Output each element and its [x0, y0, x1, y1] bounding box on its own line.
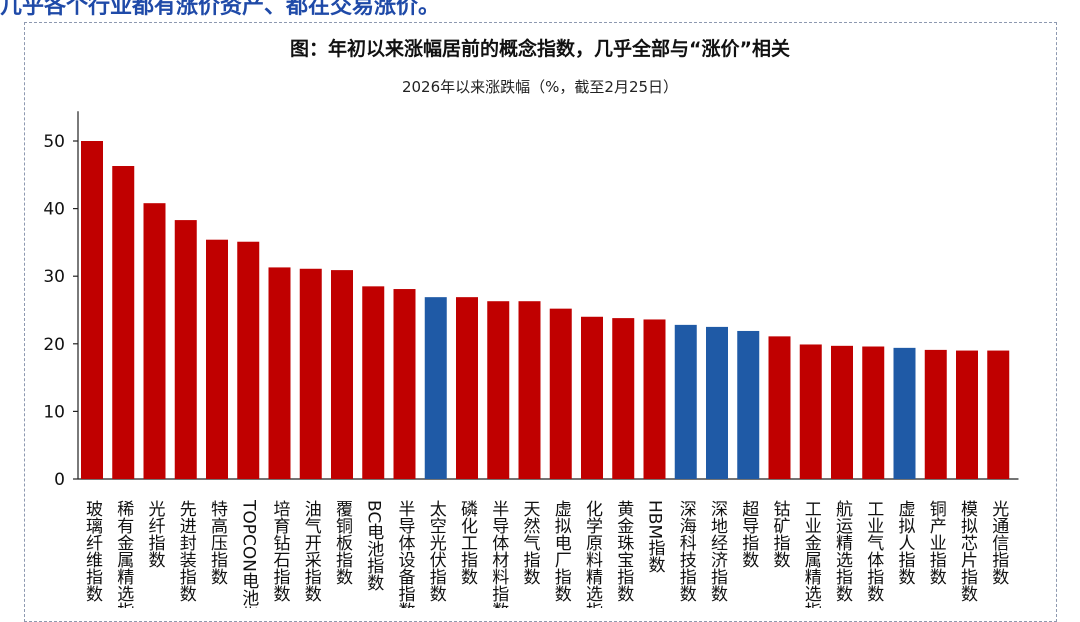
- bar: [924, 349, 947, 479]
- x-tick-label: 深地经济指数: [707, 500, 728, 602]
- bar: [362, 286, 385, 479]
- x-tick-label: 化学原料精选指数: [582, 500, 603, 608]
- bar: [768, 336, 791, 479]
- bar: [549, 308, 572, 479]
- x-tick-label: 先进封装指数: [176, 500, 197, 602]
- x-tick-label: 铜产业指数: [926, 500, 947, 585]
- bar: [956, 350, 978, 479]
- x-tick-label: 黄金珠宝指数: [613, 500, 634, 602]
- chart-title: 图：年初以来涨幅居前的概念指数，几乎全部与“涨价”相关: [290, 38, 790, 60]
- bar: [581, 316, 603, 479]
- bar: [987, 350, 1010, 479]
- bar: [831, 345, 853, 479]
- x-tick-label: 工业金属精选指数: [801, 500, 822, 608]
- bar: [299, 268, 322, 479]
- x-tick-label: 钴矿指数: [770, 500, 791, 568]
- bar: [893, 347, 916, 479]
- y-tick-label: 0: [54, 470, 65, 490]
- x-tick-label: 半导体材料指数: [488, 500, 509, 608]
- x-tick-label: 虚拟人指数: [895, 500, 916, 585]
- bar: [487, 301, 510, 479]
- bar: [424, 297, 447, 479]
- x-tick-label: BC电池指数: [363, 500, 384, 591]
- bar-chart: 0 10 20 30 40 50 玻璃纤维指数 稀有金属精选指数 光纤指数 先进封装指数 特高压指数…: [43, 111, 1019, 608]
- bar: [206, 239, 228, 479]
- x-tick-label: 半导体设备指数: [395, 500, 416, 608]
- y-tick-label: 10: [43, 402, 65, 422]
- bar: [331, 270, 353, 479]
- x-tick-label: 航运精选指数: [832, 500, 853, 602]
- x-tick-label: 玻璃纤维指数: [82, 500, 103, 602]
- bar: [674, 324, 697, 479]
- bar: [456, 297, 478, 479]
- x-tick-label: 太空光伏指数: [426, 500, 447, 602]
- x-tick-label: 特高压指数: [207, 500, 228, 585]
- bar: [112, 166, 135, 479]
- x-tick-label: 模拟芯片指数: [957, 500, 978, 602]
- x-tick-label: 工业气体指数: [863, 500, 884, 602]
- bar: [737, 330, 760, 479]
- x-tick-label: 天然气指数: [520, 500, 541, 585]
- bar: [612, 318, 635, 479]
- bar: [237, 241, 260, 479]
- x-tick-label: 虚拟电厂指数: [551, 500, 572, 602]
- x-tick-label: HBM指数: [645, 500, 666, 573]
- x-tick-label: 稀有金属精选指数: [113, 500, 134, 608]
- x-tick-label: 超导指数: [738, 500, 759, 568]
- x-tick-label: 光纤指数: [145, 500, 166, 568]
- y-tick-label: 40: [43, 200, 65, 220]
- bar: [143, 203, 166, 479]
- bar: [174, 220, 197, 480]
- bar: [518, 301, 541, 479]
- y-tick-label: 50: [43, 132, 65, 152]
- top-banner-text: 几乎各个行业都有涨价资产、都在交易涨价。: [0, 0, 441, 19]
- bar: [799, 344, 822, 479]
- x-tick-label: 油气开采指数: [301, 500, 322, 602]
- x-tick-label: 覆铜板指数: [332, 500, 353, 585]
- x-tick-label: 深海科技指数: [676, 500, 697, 602]
- x-tick-label: TOPCON电池指数: [238, 499, 259, 608]
- x-tick-label: 培育钻石指数: [270, 500, 291, 602]
- y-tick-label: 20: [43, 335, 65, 355]
- chart-subtitle: 2026年以来涨跌幅（%，截至2月25日）: [401, 78, 679, 96]
- bar: [706, 326, 728, 479]
- bar: [862, 346, 885, 479]
- x-tick-label: 光通信指数: [988, 500, 1009, 585]
- bar: [268, 267, 291, 479]
- x-tick-label: 磷化工指数: [457, 500, 478, 585]
- bar: [393, 289, 416, 479]
- bar: [643, 319, 666, 479]
- bar: [81, 141, 103, 479]
- y-tick-label: 30: [43, 267, 65, 287]
